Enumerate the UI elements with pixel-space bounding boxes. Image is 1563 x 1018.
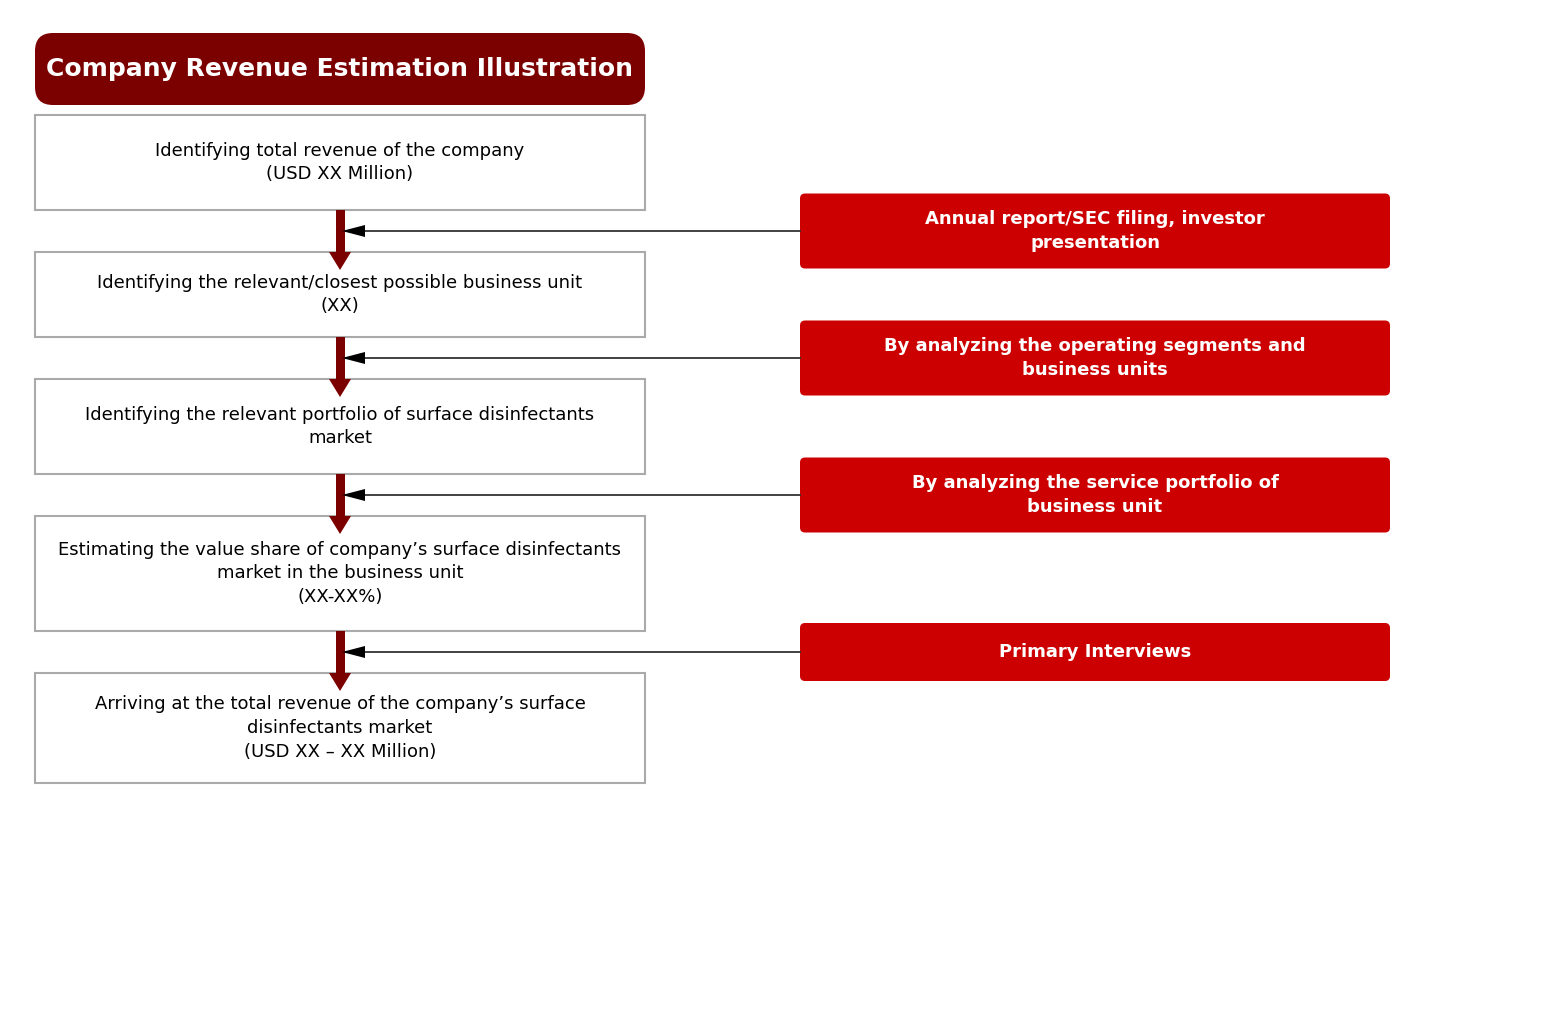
Bar — [34, 516, 646, 631]
Polygon shape — [328, 516, 352, 534]
Text: By analyzing the operating segments and
business units: By analyzing the operating segments and … — [885, 337, 1305, 379]
Polygon shape — [328, 673, 352, 691]
FancyBboxPatch shape — [800, 623, 1390, 681]
FancyBboxPatch shape — [800, 321, 1390, 396]
Text: Identifying the relevant portfolio of surface disinfectants
market: Identifying the relevant portfolio of su… — [86, 406, 594, 447]
FancyBboxPatch shape — [800, 457, 1390, 532]
Bar — [336, 631, 344, 673]
Bar — [336, 337, 344, 379]
Bar — [34, 252, 646, 337]
Bar — [34, 115, 646, 210]
Text: Identifying the relevant/closest possible business unit
(XX): Identifying the relevant/closest possibl… — [97, 274, 583, 316]
Text: Annual report/SEC filing, investor
presentation: Annual report/SEC filing, investor prese… — [925, 210, 1264, 251]
FancyBboxPatch shape — [34, 33, 646, 105]
Polygon shape — [342, 225, 366, 237]
Bar — [336, 474, 344, 516]
Text: Primary Interviews: Primary Interviews — [999, 643, 1191, 661]
Polygon shape — [342, 646, 366, 658]
Text: By analyzing the service portfolio of
business unit: By analyzing the service portfolio of bu… — [911, 474, 1279, 516]
Text: Estimating the value share of company’s surface disinfectants
market in the busi: Estimating the value share of company’s … — [58, 541, 622, 606]
FancyBboxPatch shape — [800, 193, 1390, 269]
Text: Arriving at the total revenue of the company’s surface
disinfectants market
(USD: Arriving at the total revenue of the com… — [95, 695, 586, 760]
Bar — [34, 379, 646, 474]
Text: Company Revenue Estimation Illustration: Company Revenue Estimation Illustration — [47, 57, 633, 81]
Bar — [34, 673, 646, 783]
Polygon shape — [328, 252, 352, 270]
Bar — [336, 210, 344, 252]
Polygon shape — [328, 379, 352, 397]
Polygon shape — [342, 489, 366, 501]
Polygon shape — [342, 352, 366, 364]
Text: Identifying total revenue of the company
(USD XX Million): Identifying total revenue of the company… — [155, 142, 525, 183]
